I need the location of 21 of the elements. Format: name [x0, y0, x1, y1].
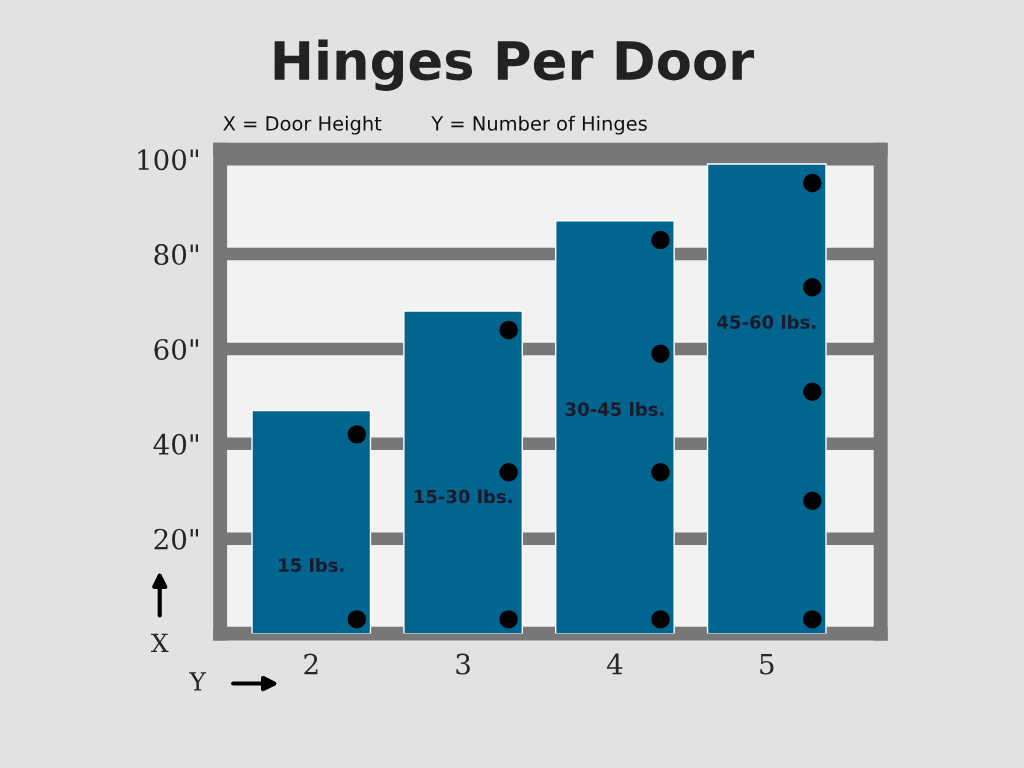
chart-title: Hinges Per Door — [274, 39, 755, 92]
bar — [706, 163, 827, 634]
x-tick-label: 2 — [304, 653, 318, 675]
bar — [403, 310, 524, 634]
x-tick-label: 3 — [456, 653, 470, 675]
chart-subtitle: X = Door Height Y = Number of Hinges — [223, 115, 647, 135]
y-tick-label: 40" — [153, 433, 198, 455]
annotation: 30-45 lbs. — [565, 402, 664, 416]
x-tick-label: 4 — [606, 653, 623, 675]
y-tick-label: 100" — [138, 149, 198, 171]
bar — [251, 409, 372, 634]
y-tick-label: 80" — [154, 244, 198, 266]
y-axis-title: X — [150, 633, 169, 653]
annotation: 15-30 lbs. — [414, 489, 512, 504]
x-tick-label: 5 — [760, 653, 774, 675]
bar — [555, 220, 675, 634]
annotation: 45-60 lbs. — [717, 314, 816, 329]
y-tick-label: 60" — [154, 338, 198, 360]
x-axis-title: Y — [189, 672, 207, 691]
y-tick-label: 20" — [154, 528, 198, 550]
annotation: 15 lbs. — [279, 557, 344, 572]
